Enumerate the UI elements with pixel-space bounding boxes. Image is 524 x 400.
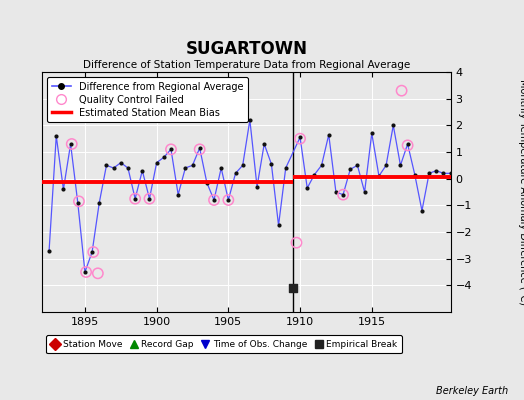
Point bbox=[195, 145, 204, 151]
Text: Difference of Station Temperature Data from Regional Average: Difference of Station Temperature Data f… bbox=[83, 60, 410, 70]
Point bbox=[389, 122, 398, 128]
Point bbox=[432, 168, 441, 174]
Text: Berkeley Earth: Berkeley Earth bbox=[436, 386, 508, 396]
Point bbox=[188, 162, 196, 168]
Point bbox=[102, 162, 111, 168]
Point bbox=[303, 185, 311, 191]
Point bbox=[94, 270, 102, 276]
Point bbox=[403, 141, 412, 147]
Text: SUGARTOWN: SUGARTOWN bbox=[185, 40, 307, 58]
Point bbox=[152, 160, 161, 166]
Point bbox=[160, 154, 168, 160]
Point bbox=[167, 146, 175, 152]
Point bbox=[89, 249, 97, 255]
Point bbox=[324, 132, 333, 138]
Point bbox=[238, 162, 247, 168]
Point bbox=[439, 170, 447, 176]
Point bbox=[397, 88, 406, 94]
Point bbox=[310, 172, 319, 178]
Point bbox=[82, 269, 90, 275]
Legend: Station Move, Record Gap, Time of Obs. Change, Empirical Break: Station Move, Record Gap, Time of Obs. C… bbox=[47, 336, 401, 354]
Point bbox=[425, 170, 433, 176]
Point bbox=[73, 200, 82, 206]
Point bbox=[289, 285, 297, 291]
Point bbox=[296, 136, 304, 142]
Point bbox=[138, 168, 147, 174]
Point bbox=[88, 249, 96, 255]
Point bbox=[246, 117, 254, 123]
Point bbox=[353, 162, 362, 168]
Point bbox=[210, 197, 218, 203]
Point bbox=[59, 186, 68, 192]
Point bbox=[296, 134, 304, 140]
Point bbox=[418, 208, 426, 214]
Point bbox=[195, 146, 204, 152]
Point bbox=[367, 130, 376, 136]
Point bbox=[275, 222, 283, 228]
Point bbox=[318, 162, 326, 168]
Point bbox=[145, 196, 154, 202]
Y-axis label: Monthly Temperature Anomaly Difference (°C): Monthly Temperature Anomaly Difference (… bbox=[518, 79, 524, 305]
Point bbox=[281, 165, 290, 171]
Point bbox=[210, 197, 218, 203]
Point bbox=[231, 170, 239, 176]
Point bbox=[67, 141, 75, 147]
Point bbox=[346, 166, 354, 172]
Point bbox=[375, 173, 383, 179]
Point bbox=[117, 160, 125, 166]
Point bbox=[174, 192, 182, 198]
Point bbox=[45, 248, 53, 254]
Point bbox=[110, 165, 118, 171]
Point bbox=[403, 142, 412, 148]
Point bbox=[253, 184, 261, 190]
Point bbox=[224, 197, 233, 203]
Legend: Difference from Regional Average, Quality Control Failed, Estimated Station Mean: Difference from Regional Average, Qualit… bbox=[47, 77, 248, 122]
Point bbox=[145, 196, 154, 202]
Point bbox=[260, 141, 268, 147]
Point bbox=[181, 165, 190, 171]
Point bbox=[75, 198, 83, 204]
Point bbox=[361, 189, 369, 195]
Point bbox=[52, 133, 60, 139]
Point bbox=[332, 189, 340, 195]
Point bbox=[446, 170, 455, 176]
Point bbox=[167, 146, 175, 152]
Point bbox=[81, 269, 89, 275]
Point bbox=[203, 180, 211, 186]
Point bbox=[396, 162, 405, 168]
Point bbox=[131, 196, 139, 202]
Point bbox=[267, 161, 276, 167]
Point bbox=[411, 172, 419, 178]
Point bbox=[95, 200, 103, 206]
Point bbox=[339, 192, 347, 198]
Point bbox=[224, 197, 233, 203]
Point bbox=[217, 165, 225, 171]
Point bbox=[124, 165, 132, 171]
Point bbox=[131, 196, 139, 202]
Point bbox=[382, 162, 390, 168]
Point bbox=[292, 240, 301, 246]
Point bbox=[339, 192, 347, 198]
Point bbox=[68, 141, 76, 147]
